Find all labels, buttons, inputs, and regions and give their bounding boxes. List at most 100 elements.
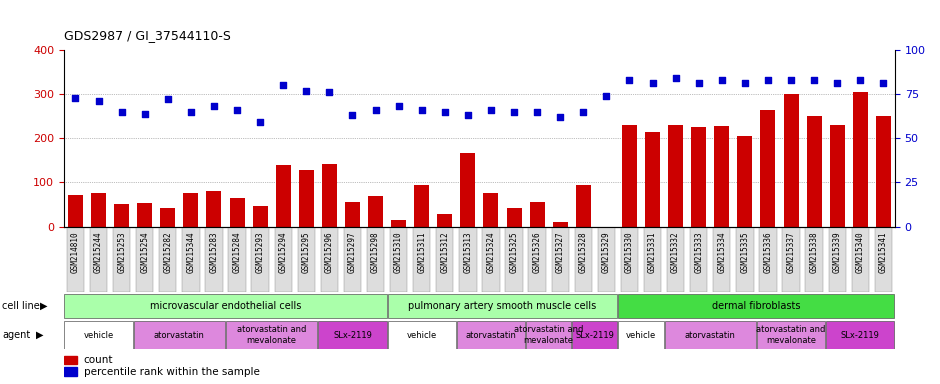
Text: GSM215298: GSM215298 xyxy=(371,232,380,273)
Bar xyxy=(668,125,683,227)
Bar xyxy=(691,127,706,227)
Point xyxy=(668,75,683,81)
Bar xyxy=(183,194,198,227)
Text: GSM215339: GSM215339 xyxy=(833,232,841,273)
FancyBboxPatch shape xyxy=(482,228,499,292)
Text: GSM215329: GSM215329 xyxy=(602,232,611,273)
FancyBboxPatch shape xyxy=(159,228,177,292)
Point xyxy=(229,107,244,113)
Point xyxy=(299,88,314,94)
FancyBboxPatch shape xyxy=(528,228,546,292)
FancyBboxPatch shape xyxy=(319,321,386,349)
Point xyxy=(876,80,891,86)
Text: GSM215332: GSM215332 xyxy=(671,232,681,273)
FancyBboxPatch shape xyxy=(736,228,754,292)
FancyBboxPatch shape xyxy=(387,294,618,318)
FancyBboxPatch shape xyxy=(782,228,800,292)
Text: GSM215254: GSM215254 xyxy=(140,232,149,273)
Bar xyxy=(137,203,152,227)
Text: atorvastatin: atorvastatin xyxy=(465,331,516,339)
Text: SLx-2119: SLx-2119 xyxy=(575,331,614,339)
Point xyxy=(114,109,129,115)
Bar xyxy=(622,125,637,227)
FancyBboxPatch shape xyxy=(228,228,245,292)
Bar xyxy=(345,202,360,227)
Text: GSM215341: GSM215341 xyxy=(879,232,888,273)
Point xyxy=(368,107,384,113)
Text: GSM215282: GSM215282 xyxy=(164,232,172,273)
Point xyxy=(415,107,430,113)
Text: GSM215313: GSM215313 xyxy=(463,232,473,273)
Text: GSM215253: GSM215253 xyxy=(118,232,126,273)
FancyBboxPatch shape xyxy=(344,228,361,292)
Point xyxy=(160,96,175,103)
Bar xyxy=(507,208,522,227)
Bar xyxy=(253,206,268,227)
Text: GSM215328: GSM215328 xyxy=(579,232,588,273)
Bar xyxy=(576,185,590,227)
Bar xyxy=(415,185,430,227)
FancyBboxPatch shape xyxy=(274,228,291,292)
Text: GSM215294: GSM215294 xyxy=(278,232,288,273)
Text: percentile rank within the sample: percentile rank within the sample xyxy=(84,366,259,377)
FancyBboxPatch shape xyxy=(113,228,131,292)
FancyBboxPatch shape xyxy=(413,228,431,292)
FancyBboxPatch shape xyxy=(64,321,133,349)
Bar xyxy=(437,214,452,227)
Point xyxy=(253,119,268,126)
Text: GSM215331: GSM215331 xyxy=(648,232,657,273)
Text: GSM215297: GSM215297 xyxy=(348,232,357,273)
Point xyxy=(183,109,198,115)
Text: GSM214810: GSM214810 xyxy=(70,232,80,273)
FancyBboxPatch shape xyxy=(713,228,730,292)
Point xyxy=(275,82,290,88)
Text: pulmonary artery smooth muscle cells: pulmonary artery smooth muscle cells xyxy=(408,301,597,311)
Text: SLx-2119: SLx-2119 xyxy=(840,331,880,339)
FancyBboxPatch shape xyxy=(574,228,592,292)
Text: SLx-2119: SLx-2119 xyxy=(333,331,372,339)
FancyBboxPatch shape xyxy=(506,228,523,292)
Text: GSM215337: GSM215337 xyxy=(787,232,795,273)
FancyBboxPatch shape xyxy=(598,228,615,292)
Text: microvascular endothelial cells: microvascular endothelial cells xyxy=(149,301,301,311)
Bar xyxy=(391,220,406,227)
Point xyxy=(207,103,222,109)
FancyBboxPatch shape xyxy=(852,228,869,292)
Bar xyxy=(321,164,337,227)
Text: GSM215344: GSM215344 xyxy=(186,232,196,273)
FancyBboxPatch shape xyxy=(644,228,661,292)
Text: GSM215311: GSM215311 xyxy=(417,232,426,273)
Text: vehicle: vehicle xyxy=(407,331,437,339)
Point xyxy=(784,77,799,83)
Bar xyxy=(207,191,222,227)
FancyBboxPatch shape xyxy=(367,228,384,292)
Point xyxy=(483,107,498,113)
Text: GSM215325: GSM215325 xyxy=(509,232,519,273)
Point xyxy=(137,111,152,117)
Point xyxy=(807,77,822,83)
Bar xyxy=(68,195,83,227)
Point xyxy=(461,112,476,118)
Text: vehicle: vehicle xyxy=(626,331,656,339)
Text: GSM215327: GSM215327 xyxy=(556,232,565,273)
FancyBboxPatch shape xyxy=(298,228,315,292)
Point xyxy=(645,80,660,86)
FancyBboxPatch shape xyxy=(826,321,895,349)
FancyBboxPatch shape xyxy=(390,228,407,292)
Bar xyxy=(876,116,891,227)
Point xyxy=(321,89,337,95)
Point xyxy=(529,109,544,115)
FancyBboxPatch shape xyxy=(619,321,664,349)
FancyBboxPatch shape xyxy=(757,321,825,349)
Bar xyxy=(483,194,498,227)
Bar xyxy=(114,204,129,227)
FancyBboxPatch shape xyxy=(526,321,572,349)
Point xyxy=(830,80,845,86)
Bar xyxy=(299,170,314,227)
Text: GSM215310: GSM215310 xyxy=(394,232,403,273)
Text: vehicle: vehicle xyxy=(84,331,114,339)
Text: atorvastatin: atorvastatin xyxy=(684,331,736,339)
FancyBboxPatch shape xyxy=(806,228,822,292)
FancyBboxPatch shape xyxy=(252,228,269,292)
Text: atorvastatin and
mevalonate: atorvastatin and mevalonate xyxy=(514,325,584,345)
